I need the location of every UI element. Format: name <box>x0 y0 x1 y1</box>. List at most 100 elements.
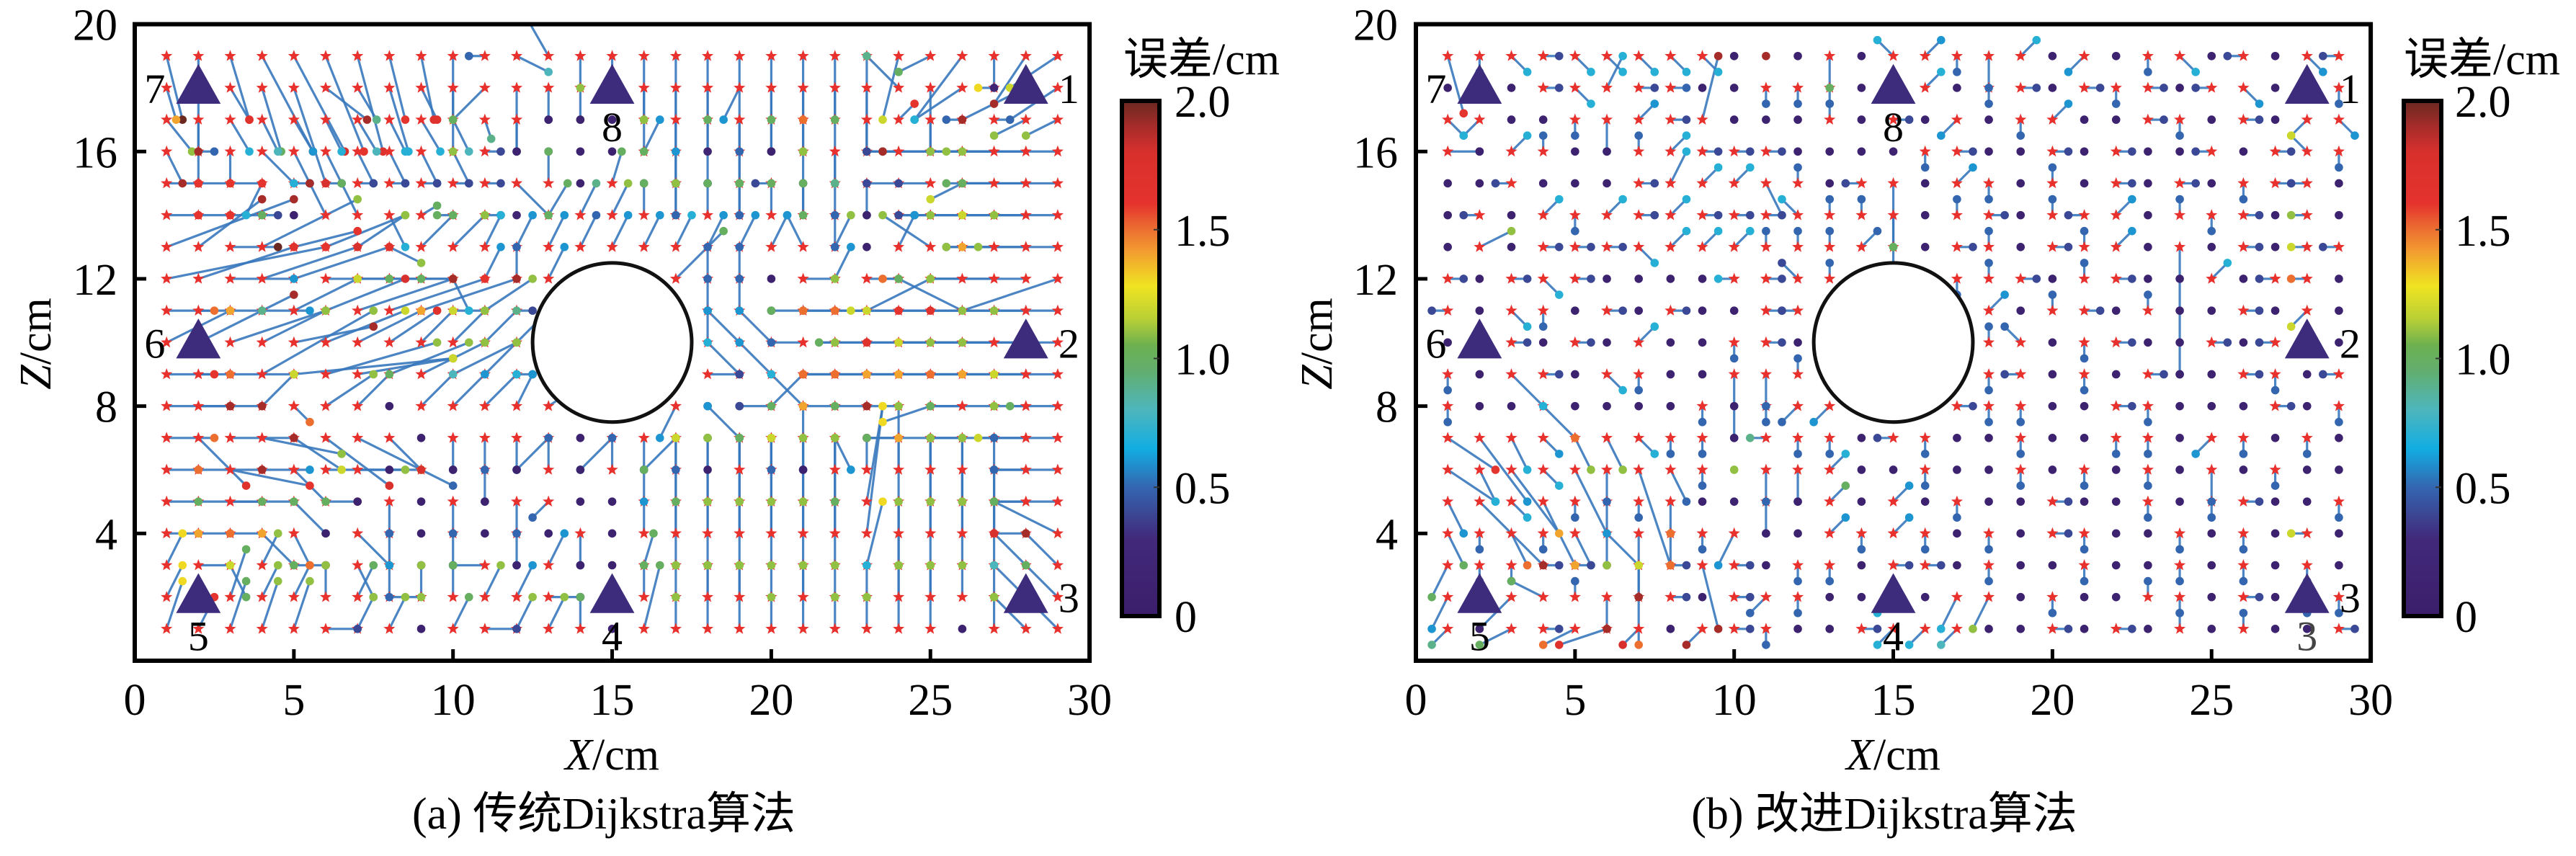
estimated-position-dot <box>2111 450 2121 458</box>
estimated-position-dot <box>1762 529 1770 538</box>
estimated-position-dot <box>1873 625 1882 633</box>
error-line <box>293 501 327 535</box>
estimated-position-dot <box>306 465 314 474</box>
true-position-star <box>319 336 332 348</box>
estimated-position-dot <box>481 370 489 379</box>
estimated-position-dot <box>2144 529 2152 538</box>
estimated-position-dot <box>337 465 346 474</box>
error-line <box>325 373 375 407</box>
estimated-position-dot <box>2128 226 2136 236</box>
true-position-star <box>734 463 746 475</box>
estimated-position-dot <box>1953 434 1961 442</box>
true-position-star <box>1600 304 1613 316</box>
estimated-position-dot <box>926 497 935 506</box>
colorbar-tick-label: 1.0 <box>1175 336 1231 385</box>
true-position-star <box>1728 241 1740 252</box>
estimated-position-dot <box>2175 195 2184 204</box>
estimated-position-dot <box>863 401 871 411</box>
error-line <box>165 119 193 153</box>
estimated-position-dot <box>719 226 728 236</box>
true-position-star <box>256 113 268 125</box>
estimated-position-dot <box>639 497 649 506</box>
estimated-position-dot <box>878 497 887 506</box>
estimated-position-dot <box>703 147 712 156</box>
estimated-position-dot <box>607 561 617 570</box>
estimated-position-dot <box>2048 290 2057 299</box>
error-line <box>643 214 661 248</box>
estimated-position-dot <box>226 401 235 411</box>
true-position-star <box>1951 400 1963 411</box>
estimated-position-dot <box>2048 51 2057 61</box>
estimated-position-dot <box>2144 275 2152 283</box>
estimated-position-dot <box>1793 147 1802 156</box>
estimated-position-dot <box>1443 84 1452 92</box>
estimated-position-dot <box>863 306 871 315</box>
error-line <box>1637 469 1672 566</box>
true-position-star <box>383 432 396 443</box>
estimated-position-dot <box>1713 625 1723 633</box>
estimated-position-dot <box>1634 513 1643 522</box>
true-position-star <box>1760 623 1772 634</box>
estimated-position-dot <box>1603 401 1611 411</box>
estimated-position-dot <box>989 497 999 506</box>
error-line <box>262 437 342 455</box>
true-position-star <box>1633 432 1645 443</box>
true-position-star <box>797 50 809 61</box>
estimated-position-dot <box>942 115 951 124</box>
estimated-position-dot <box>2207 51 2216 61</box>
true-position-star <box>2237 177 2250 189</box>
estimated-position-dot <box>672 592 680 602</box>
estimated-position-dot <box>830 370 839 379</box>
estimated-position-dot <box>1937 131 1946 140</box>
error-line <box>325 86 368 121</box>
estimated-position-dot <box>639 465 649 474</box>
estimated-position-dot <box>672 147 680 156</box>
true-position-star <box>478 400 491 411</box>
estimated-position-dot <box>672 465 680 474</box>
true-position-star <box>1919 432 1931 443</box>
true-position-star <box>415 368 427 380</box>
estimated-position-dot <box>656 561 664 570</box>
estimated-position-dot <box>1507 242 1516 251</box>
estimated-position-dot <box>1571 513 1579 522</box>
error-line <box>261 564 280 598</box>
true-position-star <box>2142 591 2154 602</box>
estimated-position-dot <box>448 275 458 283</box>
estimated-position-dot <box>2223 51 2232 61</box>
estimated-position-dot <box>1778 259 1786 267</box>
estimated-position-dot <box>576 147 585 156</box>
anchor-label: 6 <box>1425 320 1446 367</box>
error-line <box>1542 405 1576 439</box>
estimated-position-dot <box>290 434 298 442</box>
estimated-position-dot <box>1904 561 1914 570</box>
error-line <box>611 182 630 216</box>
estimated-position-dot <box>1634 641 1643 649</box>
estimated-position-dot <box>257 497 267 506</box>
true-position-star <box>2332 81 2345 93</box>
true-position-star <box>1951 591 1963 602</box>
y-tick-label: 4 <box>1376 510 1398 559</box>
estimated-position-dot <box>448 306 458 315</box>
true-position-star <box>1696 177 1708 189</box>
estimated-position-dot <box>2270 625 2280 633</box>
estimated-position-dot <box>942 147 951 156</box>
true-position-star <box>415 209 427 220</box>
estimated-position-dot <box>1507 210 1516 220</box>
estimated-position-dot <box>830 306 839 315</box>
true-position-star <box>319 145 332 157</box>
true-position-star <box>1887 559 1899 571</box>
true-position-star <box>2078 527 2090 539</box>
true-position-star <box>1760 591 1772 602</box>
error-line <box>340 182 359 216</box>
estimated-position-dot <box>942 179 951 188</box>
true-position-star <box>2301 241 2313 252</box>
true-position-star <box>2301 209 2313 220</box>
true-position-star <box>829 50 841 61</box>
anchor-triangle <box>589 63 635 104</box>
true-position-star <box>447 432 459 443</box>
true-position-star <box>924 591 937 602</box>
true-positions <box>1442 50 2345 634</box>
true-position-star <box>606 177 618 189</box>
error-line <box>898 55 931 73</box>
true-position-star <box>1633 623 1645 634</box>
